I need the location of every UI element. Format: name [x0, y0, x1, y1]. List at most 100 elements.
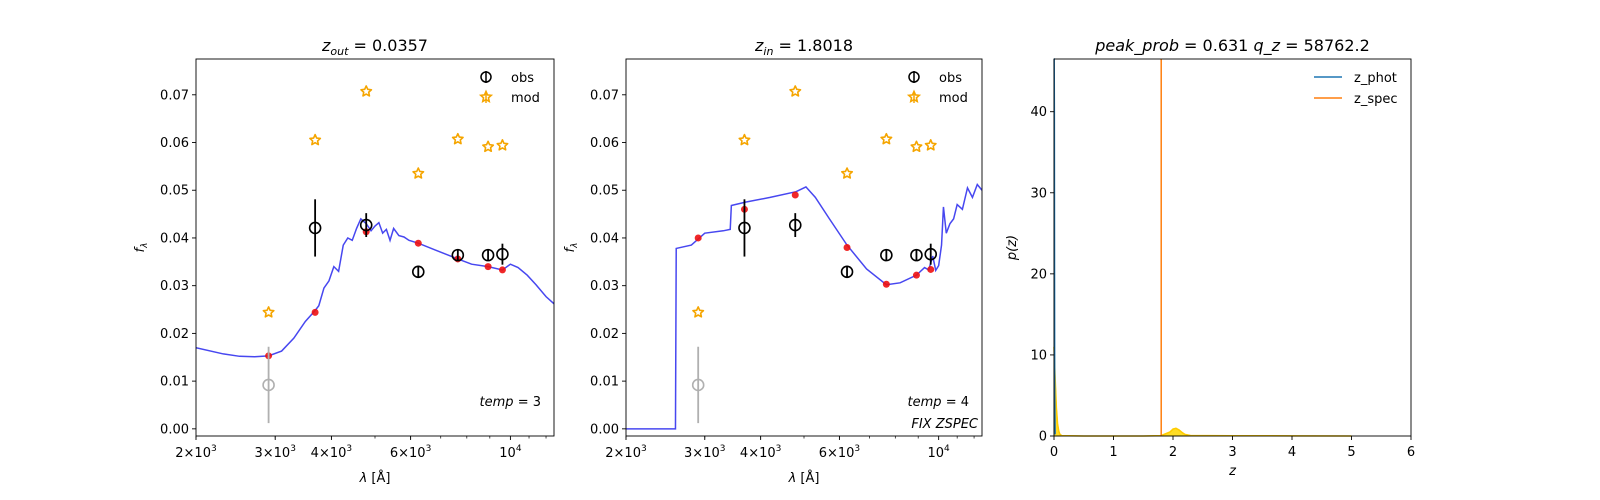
x-tick-label: 6×103	[390, 444, 431, 461]
mod-star	[841, 167, 854, 179]
model-flux-point	[927, 265, 935, 273]
obs-point	[924, 247, 938, 261]
x-tick-label: 2	[1169, 445, 1177, 460]
panel-sed-zin: 0.00 0.01 0.02 0.03 0.04 0.05 0.06 0.07 2×103 3×1…	[563, 36, 983, 486]
y-tick-label: 0.00	[160, 422, 189, 437]
chart-title: peak_prob = 0.631 q_z = 58762.2	[1094, 36, 1370, 56]
mod-star	[412, 167, 425, 179]
obs-point	[481, 248, 495, 262]
x-axis-label: z	[1228, 464, 1237, 479]
y-tick-label: 0.06	[590, 136, 619, 151]
y-axis-label: fλ	[133, 243, 150, 253]
y-tick-label: 0.02	[160, 327, 189, 342]
legend-mod-label: mod	[511, 91, 540, 106]
y-tick-label: 10	[1030, 348, 1047, 363]
obs-point	[691, 378, 705, 392]
mod-star	[910, 140, 923, 153]
y-tick-label: 0.04	[160, 231, 189, 246]
obs-point	[840, 265, 854, 279]
mod-star	[692, 306, 705, 318]
y-tick-label: 0.01	[160, 375, 189, 390]
axes-frame	[195, 58, 555, 437]
mod-star	[789, 85, 802, 97]
model-flux-point	[414, 239, 422, 247]
y-tick-label: 0.00	[590, 422, 619, 437]
x-tick-label: 1	[1109, 445, 1117, 460]
mod-star	[496, 139, 509, 151]
y-tick-label: 0.05	[590, 184, 619, 199]
y-axis-label: p(z)	[1005, 235, 1020, 261]
mod-star	[738, 133, 751, 146]
obs-point	[910, 248, 923, 262]
mod-star	[309, 133, 322, 146]
obs-point	[359, 218, 373, 232]
y-tick-label: 0.03	[160, 279, 189, 294]
obs-point	[738, 221, 751, 235]
legend-z-phot-label: z_phot	[1354, 71, 1397, 86]
legend-obs-label: obs	[511, 71, 534, 86]
legend-obs-label: obs	[939, 71, 962, 86]
x-tick-label: 3	[1228, 445, 1236, 460]
chart-title: zout = 0.0357	[321, 36, 428, 58]
y-tick-label: 0.05	[160, 184, 189, 199]
obs-point	[788, 218, 802, 232]
x-axis-label: λ [Å]	[359, 470, 391, 486]
x-tick-label: 2×103	[605, 444, 646, 461]
x-tick-label: 0	[1050, 445, 1058, 460]
y-tick-label: 0.06	[160, 136, 189, 151]
obs-point	[262, 378, 275, 392]
y-tick-label: 0.04	[590, 231, 619, 246]
model-curve	[196, 217, 554, 358]
x-tick-label: 6×103	[819, 444, 860, 461]
y-tick-label: 40	[1030, 105, 1047, 120]
y-tick-label: 20	[1030, 267, 1047, 282]
chart-title: zin = 1.8018	[754, 36, 853, 58]
y-tick-label: 0	[1039, 430, 1047, 445]
annotation-temp: temp = 3	[480, 395, 541, 410]
mod-star	[262, 306, 275, 318]
x-tick-label: 5	[1347, 445, 1355, 460]
model-curve	[626, 183, 982, 430]
panel-pz: 0 1 2 3 4 5 6 0 10 20 30 40 z p(z) peak_prob = 0.631 q…	[1005, 36, 1415, 479]
mod-star	[880, 132, 893, 145]
mod-star	[360, 85, 373, 97]
obs-point	[451, 248, 465, 262]
mod-star	[924, 139, 937, 151]
panel-sed-zout: 0.00 0.01 0.02 0.03 0.04 0.05 0.06 0.07 2×103 3×1…	[133, 36, 555, 486]
axes-frame	[1053, 58, 1412, 437]
obs-point	[496, 247, 509, 261]
x-tick-label: 3×103	[684, 444, 725, 461]
mod-star	[482, 140, 495, 153]
x-tick-label: 2×103	[175, 444, 216, 461]
legend-mod-label: mod	[939, 91, 968, 106]
obs-point	[880, 248, 893, 262]
y-axis-label: fλ	[563, 243, 580, 253]
x-tick-label: 104	[499, 444, 522, 461]
y-tick-label: 0.07	[590, 88, 619, 103]
annotation-temp: temp = 4	[908, 395, 969, 410]
model-flux-point	[498, 266, 506, 274]
x-tick-label: 3×103	[254, 444, 295, 461]
y-tick-label: 0.01	[590, 375, 619, 390]
model-flux-point	[882, 280, 890, 288]
model-flux-point	[791, 191, 799, 199]
x-tick-label: 6	[1407, 445, 1415, 460]
annotation-fix-zspec: FIX ZSPEC	[911, 417, 979, 432]
model-flux-point	[484, 263, 492, 271]
obs-point	[308, 221, 322, 235]
y-tick-label: 30	[1030, 186, 1047, 201]
pz-curve	[1053, 346, 1352, 437]
x-tick-label: 4	[1288, 445, 1296, 460]
model-flux-point	[311, 308, 319, 316]
mod-star	[451, 132, 464, 145]
y-tick-label: 0.02	[590, 327, 619, 342]
pz-fill	[1053, 346, 1352, 437]
model-flux-point	[843, 244, 851, 251]
x-tick-label: 104	[928, 444, 951, 461]
legend-z-spec-label: z_spec	[1354, 92, 1398, 107]
y-tick-label: 0.07	[160, 88, 189, 103]
model-flux-point	[912, 271, 920, 279]
x-axis-label: λ [Å]	[788, 470, 820, 486]
obs-point	[411, 265, 425, 279]
